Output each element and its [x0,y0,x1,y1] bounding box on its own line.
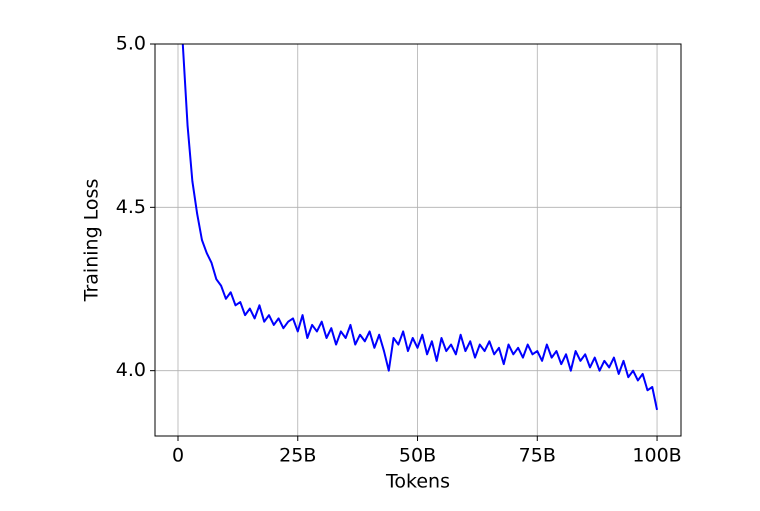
data-line [181,44,659,411]
x-tick-label: 100B [632,445,681,467]
x-tick-label: 75B [519,445,556,467]
x-tick-label: 50B [399,445,436,467]
plot-area [181,44,659,411]
y-tick-label: 4.0 [116,359,146,381]
grid [155,43,681,436]
y-tick-label: 5.0 [116,33,146,55]
x-tick-label: 0 [172,445,184,467]
x-axis-label: Tokens [385,471,450,493]
axes-frame [154,43,682,437]
y-tick-label: 4.5 [116,196,146,218]
y-axis-label: Training Loss [81,179,103,303]
x-tick-label: 25B [279,445,316,467]
